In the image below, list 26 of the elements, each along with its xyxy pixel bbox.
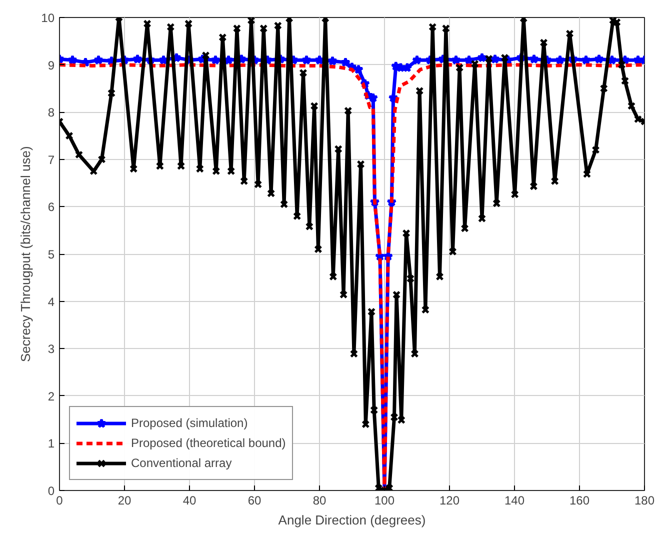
y-tick-label: 5: [48, 248, 55, 262]
y-tick-label: 6: [48, 200, 55, 214]
x-tick-label: 60: [248, 494, 262, 508]
x-tick-label: 180: [634, 494, 655, 508]
y-tick-label: 3: [48, 342, 55, 356]
y-tick-label: 9: [48, 58, 55, 72]
y-tick-label: 8: [48, 106, 55, 120]
y-tick-label: 4: [48, 294, 55, 309]
x-tick-label: 120: [439, 494, 460, 508]
x-tick-label: 100: [374, 494, 395, 508]
legend-label: Proposed (simulation): [131, 416, 248, 430]
legend-label: Conventional array: [131, 456, 232, 470]
x-tick-label: 160: [569, 494, 590, 508]
y-tick-label: 1: [48, 436, 55, 451]
x-axis-title: Angle Direction (degrees): [278, 512, 426, 528]
y-tick-label: 10: [41, 11, 55, 25]
x-tick-label: 80: [312, 494, 326, 508]
x-tick-label: 0: [56, 494, 64, 508]
y-tick-label: 2: [48, 389, 55, 404]
y-axis-title: Secrecy Througput (bits/channel use): [18, 146, 34, 362]
y-tick-label: 0: [48, 484, 55, 498]
x-tick-label: 140: [504, 494, 525, 508]
x-tick-label: 40: [182, 494, 196, 508]
x-tick-label: 20: [118, 494, 132, 508]
legend-label: Proposed (theoretical bound): [131, 436, 286, 450]
y-tick-label: 7: [48, 152, 55, 167]
